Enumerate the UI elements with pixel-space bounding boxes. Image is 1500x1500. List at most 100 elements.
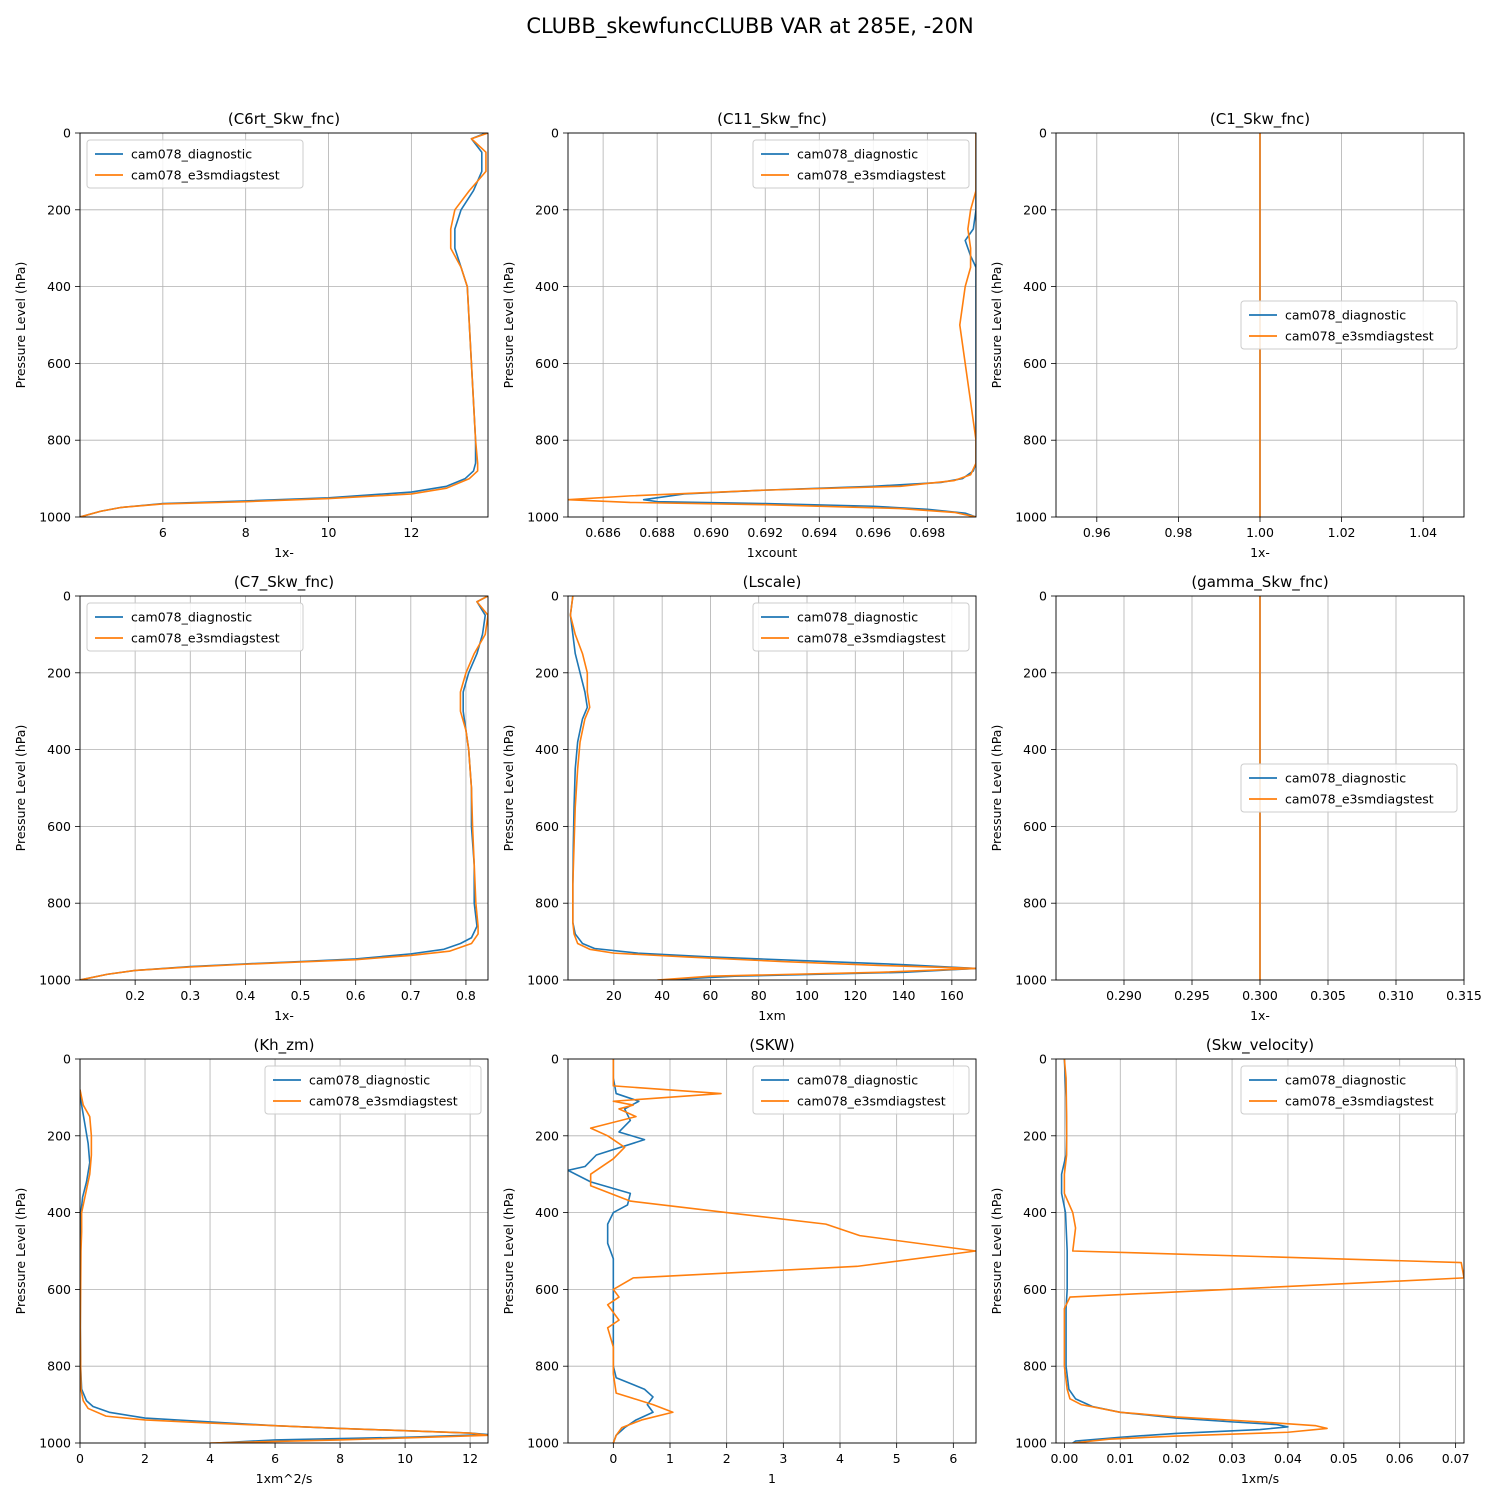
y-tick-label: 800 [47, 433, 71, 448]
chart-6: 0.290 0.295 0.300 0.305 0.310 0.315 0 200 400 600… [989, 573, 1482, 1023]
y-tick-label: 400 [1023, 1205, 1047, 1220]
x-tick-label: 0.02 [1162, 1451, 1190, 1466]
x-tick-label: 0.696 [855, 525, 891, 540]
plot-frame [567, 595, 977, 981]
legend: cam078_diagnostic cam078_e3smdiagstest [1240, 763, 1458, 813]
y-tick-label: 800 [1023, 433, 1047, 448]
chart-title: (C11_Skw_fnc) [717, 110, 827, 129]
chart-title: (C1_Skw_fnc) [1210, 110, 1310, 129]
y-axis-label: Pressure Level (hPa) [501, 262, 516, 389]
y-axis-label: Pressure Level (hPa) [989, 262, 1004, 389]
x-tick-label: 0.690 [693, 525, 729, 540]
y-tick-label: 0 [63, 1052, 71, 1067]
y-tick-label: 600 [1023, 819, 1047, 834]
plot-frame [567, 1058, 977, 1444]
x-tick-label: 1.04 [1409, 525, 1437, 540]
y-tick-label: 1000 [39, 510, 71, 525]
chart-9: 0.00 0.01 0.02 0.03 0.04 0.05 0.06 0.07 0 200 400 6… [989, 1036, 1470, 1486]
series-line-1 [80, 133, 487, 517]
legend-label-1: cam078_diagnostic [797, 610, 918, 625]
plot-frame [1055, 132, 1465, 518]
y-tick-label: 200 [1023, 1128, 1047, 1143]
x-tick-label: 0.00 [1050, 1451, 1078, 1466]
x-tick-label: 12 [462, 1451, 478, 1466]
x-tick-label: 12 [403, 525, 419, 540]
chart-title: (Skw_velocity) [1206, 1036, 1314, 1055]
y-tick-label: 800 [1023, 896, 1047, 911]
x-tick-label: 0.310 [1378, 988, 1414, 1003]
legend-box [1240, 1065, 1458, 1115]
y-axis-label: Pressure Level (hPa) [989, 725, 1004, 852]
x-tick-label: 0.03 [1218, 1451, 1246, 1466]
y-axis-label: Pressure Level (hPa) [501, 725, 516, 852]
legend-label-2: cam078_e3smdiagstest [797, 168, 946, 183]
x-tick-label: 0.692 [747, 525, 783, 540]
y-tick-label: 400 [1023, 742, 1047, 757]
legend-label-1: cam078_diagnostic [797, 147, 918, 162]
y-tick-label: 0 [63, 589, 71, 604]
chart-4: 0.2 0.3 0.4 0.5 0.6 0.7 0.8 0 200 400 600 800 1000 (C… [13, 573, 489, 1023]
y-tick-label: 200 [535, 202, 559, 217]
x-tick-label: 0.305 [1310, 988, 1346, 1003]
x-tick-label: 0.05 [1330, 1451, 1358, 1466]
x-tick-label: 0.290 [1106, 988, 1142, 1003]
x-tick-label: 120 [843, 988, 867, 1003]
legend-box [264, 1065, 482, 1115]
y-tick-label: 600 [47, 819, 71, 834]
x-tick-label: 10 [397, 1451, 413, 1466]
chart-5: 20 40 60 80 100 120 140 160 0 200 400 600 800 1000 (Ls… [501, 573, 977, 1023]
plot-frame [79, 1058, 489, 1444]
x-tick-label: 0.01 [1106, 1451, 1134, 1466]
y-tick-label: 200 [47, 202, 71, 217]
legend-label-2: cam078_e3smdiagstest [309, 1094, 458, 1109]
legend-label-1: cam078_diagnostic [1285, 771, 1406, 786]
x-axis-label: 1x- [1250, 1008, 1270, 1023]
y-tick-label: 800 [535, 433, 559, 448]
plot-frame [1055, 1058, 1465, 1444]
legend: cam078_diagnostic cam078_e3smdiagstest [1240, 1065, 1458, 1115]
x-axis-label: 1xm^2/s [256, 1471, 313, 1486]
legend-label-2: cam078_e3smdiagstest [797, 1094, 946, 1109]
x-tick-label: 4 [206, 1451, 214, 1466]
legend: cam078_diagnostic cam078_e3smdiagstest [264, 1065, 482, 1115]
x-tick-label: 8 [336, 1451, 344, 1466]
plot-frame [567, 132, 977, 518]
y-tick-label: 400 [535, 1205, 559, 1220]
x-tick-label: 0.6 [346, 988, 366, 1003]
y-axis-label: Pressure Level (hPa) [13, 725, 28, 852]
legend: cam078_diagnostic cam078_e3smdiagstest [752, 1065, 970, 1115]
y-tick-label: 200 [47, 1128, 71, 1143]
y-axis-label: Pressure Level (hPa) [501, 1188, 516, 1315]
chart-title: (C7_Skw_fnc) [234, 573, 334, 592]
y-tick-label: 600 [1023, 356, 1047, 371]
series-line-2 [80, 1089, 488, 1443]
legend-label-1: cam078_diagnostic [1285, 1073, 1406, 1088]
y-axis-label: Pressure Level (hPa) [13, 1188, 28, 1315]
x-tick-label: 1 [666, 1451, 674, 1466]
x-tick-label: 0.3 [180, 988, 200, 1003]
x-tick-label: 160 [940, 988, 964, 1003]
y-tick-label: 200 [47, 665, 71, 680]
x-tick-label: 6 [949, 1451, 957, 1466]
y-tick-label: 0 [63, 126, 71, 141]
y-tick-label: 1000 [527, 973, 559, 988]
series-line-2 [1063, 1059, 1464, 1443]
legend-box [86, 602, 304, 652]
x-tick-label: 60 [702, 988, 718, 1003]
y-tick-label: 600 [47, 1282, 71, 1297]
x-axis-label: 1x- [1250, 545, 1270, 560]
x-tick-label: 0.96 [1083, 525, 1111, 540]
legend-box [752, 139, 970, 189]
y-tick-label: 600 [535, 819, 559, 834]
x-tick-label: 0.8 [456, 988, 476, 1003]
y-tick-label: 1000 [1015, 510, 1047, 525]
y-tick-label: 200 [535, 665, 559, 680]
x-axis-label: 1x- [274, 1008, 294, 1023]
series-line-2 [80, 133, 488, 517]
x-axis-label: 1xcount [747, 545, 797, 560]
x-tick-label: 0.315 [1446, 988, 1482, 1003]
chart-title: (gamma_Skw_fnc) [1191, 573, 1328, 592]
y-tick-label: 600 [535, 1282, 559, 1297]
x-tick-label: 0.300 [1242, 988, 1278, 1003]
x-tick-label: 20 [606, 988, 622, 1003]
